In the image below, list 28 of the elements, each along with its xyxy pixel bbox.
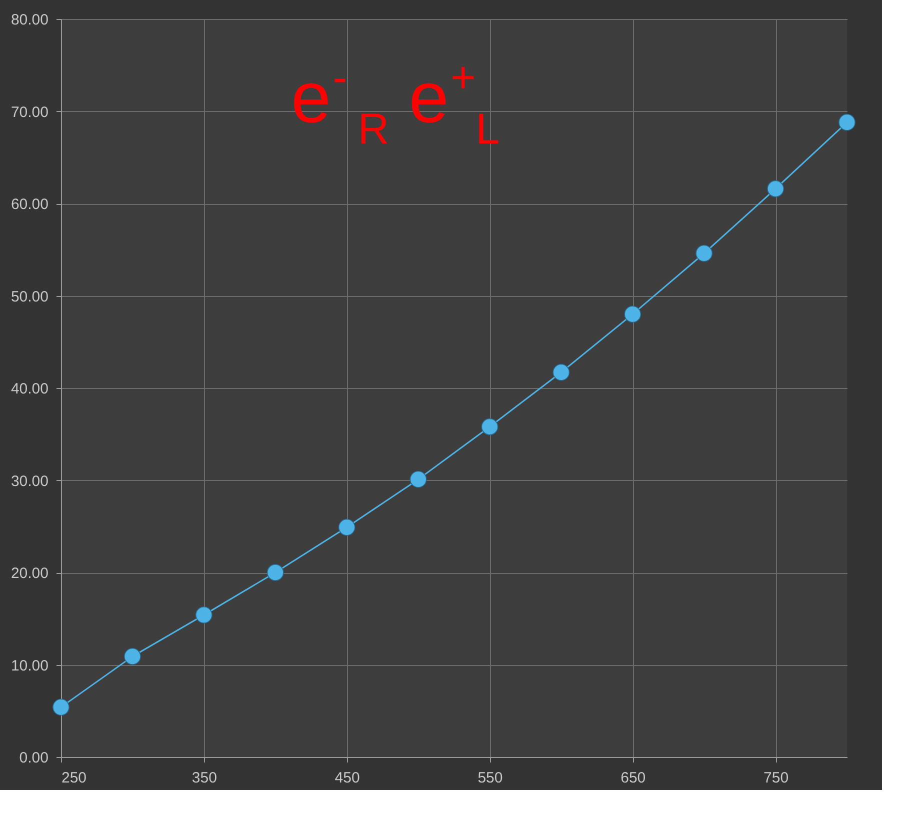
point: [552, 364, 570, 381]
x-tick-label: 650: [620, 770, 646, 786]
y-tick-label: 60.00: [10, 196, 48, 213]
point: [124, 648, 141, 665]
y-tick-label: 40.00: [10, 380, 48, 398]
annotation: e-R e+L: [291, 54, 500, 154]
point: [52, 698, 70, 716]
point: [195, 606, 212, 624]
x-tick-label: 250: [62, 770, 87, 786]
y-tick-label: 0.00: [19, 750, 48, 766]
x-tick-label: 450: [334, 770, 360, 786]
point: [338, 518, 356, 536]
point: [767, 180, 784, 198]
point: [838, 114, 856, 131]
y-tick-label: 30.00: [10, 472, 48, 490]
y-tick-label: 20.00: [10, 565, 48, 582]
y-tick-label: 10.00: [10, 657, 48, 674]
x-tick-label: 350: [192, 770, 217, 786]
point: [266, 564, 284, 581]
point: [410, 470, 427, 488]
y-tick-label: 50.00: [10, 288, 48, 306]
x-tick-label: 550: [478, 770, 503, 786]
x-tick-label: 750: [764, 770, 789, 786]
y-tick-label: 80.00: [10, 12, 48, 28]
point: [481, 418, 498, 436]
point: [696, 244, 713, 262]
y-tick-label: 70.00: [10, 104, 48, 121]
point: [624, 306, 642, 323]
